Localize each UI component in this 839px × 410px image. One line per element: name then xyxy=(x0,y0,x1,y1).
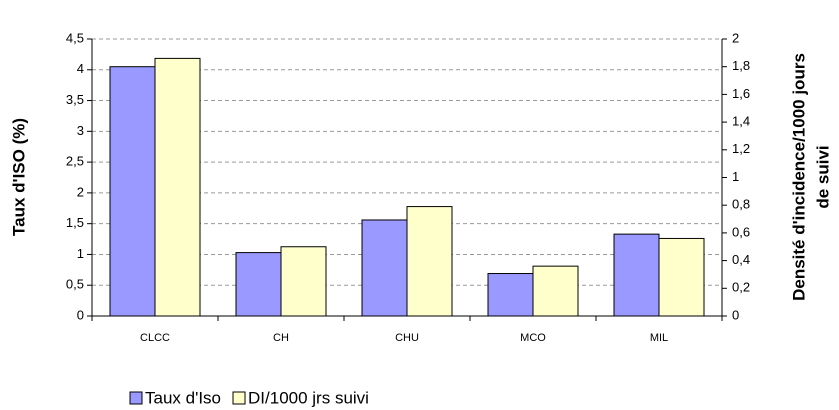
y2-tick-label: 1,8 xyxy=(732,58,750,73)
bar xyxy=(658,237,705,317)
bar xyxy=(109,66,156,317)
legend-label: Taux d'Iso xyxy=(145,388,221,407)
y-tick-label: 3,5 xyxy=(66,92,84,107)
x-tick-label: CHU xyxy=(395,332,419,344)
y2-tick-label: 2 xyxy=(732,30,739,45)
bar xyxy=(532,265,579,317)
y-tick-label: 2,5 xyxy=(66,154,84,169)
y2-tick-label: 1,4 xyxy=(732,114,750,129)
x-tick-label: MCO xyxy=(520,332,546,344)
bar xyxy=(487,273,534,317)
y-tick-label: 4,5 xyxy=(66,30,84,45)
y-tick-label: 4 xyxy=(77,61,84,76)
y2-tick-label: 1,6 xyxy=(732,86,750,101)
bar xyxy=(613,233,660,317)
y2-tick-label: 0 xyxy=(732,307,739,322)
bar xyxy=(406,206,453,317)
y-tick-label: 0 xyxy=(77,307,84,322)
x-tick-label: CLCC xyxy=(140,332,170,344)
y-tick-label: 3 xyxy=(77,123,84,138)
y2-tick-label: 1,2 xyxy=(732,141,750,156)
y2-axis-title: Densité d'incidence/1000 jours xyxy=(789,53,808,301)
bar xyxy=(235,252,282,317)
x-tick-label: CH xyxy=(273,332,289,344)
y2-tick-label: 0,6 xyxy=(732,224,750,239)
legend-swatch xyxy=(232,391,246,405)
x-tick-label: MIL xyxy=(650,332,668,344)
bar xyxy=(361,219,408,317)
y2-tick-label: 0,2 xyxy=(732,280,750,295)
y2-tick-label: 0,4 xyxy=(732,252,750,267)
y-axis-title: Taux d'ISO (%) xyxy=(9,118,28,236)
y2-axis-title: de suivi xyxy=(813,145,832,208)
y-tick-label: 1,5 xyxy=(66,215,84,230)
y-tick-label: 2 xyxy=(77,184,84,199)
y-tick-label: 0,5 xyxy=(66,277,84,292)
legend-label: DI/1000 jrs suivi xyxy=(248,388,369,407)
y2-tick-label: 1 xyxy=(732,169,739,184)
bar xyxy=(280,246,327,317)
y2-tick-label: 0,8 xyxy=(732,197,750,212)
bar xyxy=(154,57,201,317)
legend-swatch xyxy=(129,391,143,405)
y-tick-label: 1 xyxy=(77,246,84,261)
